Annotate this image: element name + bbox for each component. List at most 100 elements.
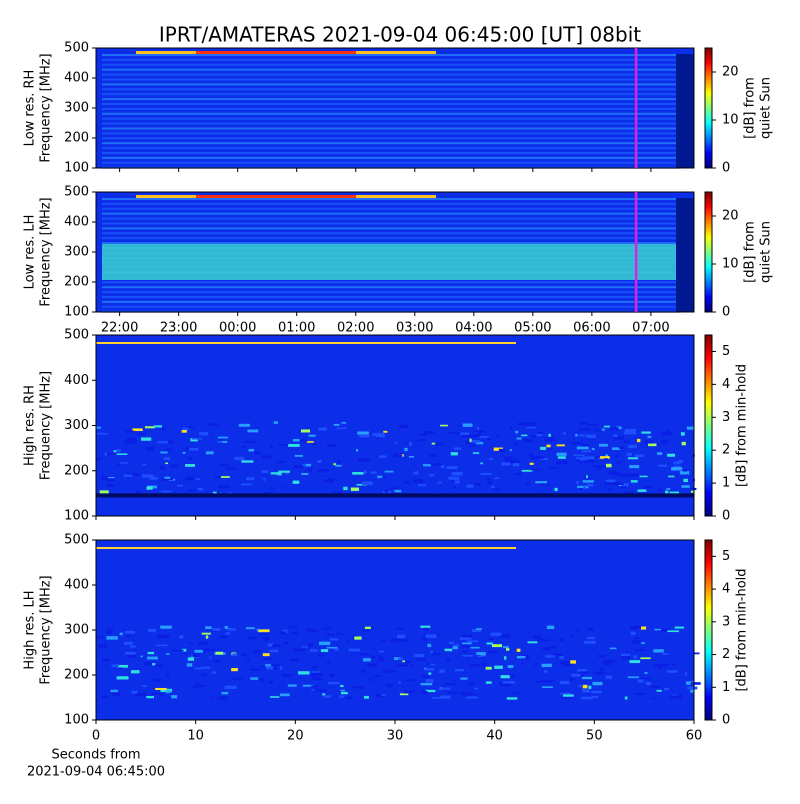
spectrogram-noise bbox=[339, 695, 344, 698]
spectrogram-noise bbox=[340, 685, 344, 688]
spectrogram-noise bbox=[488, 457, 494, 460]
spectrogram-noise bbox=[123, 641, 133, 645]
spectrogram-noise bbox=[504, 656, 507, 660]
spectrogram-noise bbox=[594, 429, 601, 432]
spectrogram-noise bbox=[301, 473, 309, 476]
spectrogram-noise bbox=[661, 440, 669, 443]
spectrogram-noise bbox=[419, 434, 427, 437]
spectrogram-noise bbox=[592, 681, 603, 686]
spectrogram-noise bbox=[327, 444, 337, 448]
spectrogram-noise bbox=[341, 691, 348, 695]
spectrogram-noise bbox=[516, 656, 526, 659]
spectrogram-noise bbox=[396, 634, 405, 639]
spectrogram-noise bbox=[318, 469, 329, 472]
spectrogram-noise bbox=[546, 625, 555, 630]
spectrogram-noise bbox=[471, 629, 481, 633]
spectrogram-noise bbox=[584, 461, 588, 463]
spectrogram-noise bbox=[559, 655, 565, 660]
spectrogram-noise bbox=[311, 677, 323, 680]
spectrogram-noise bbox=[293, 648, 305, 652]
spectrogram-noise bbox=[467, 657, 470, 661]
spectrogram-noise bbox=[157, 441, 168, 444]
spectrogram-noise bbox=[412, 479, 423, 483]
spectrogram-noise bbox=[644, 672, 648, 674]
spectrogram-noise bbox=[292, 438, 303, 442]
spectrogram-noise bbox=[147, 651, 155, 655]
spectrogram-noise bbox=[637, 489, 647, 492]
spectrogram-noise bbox=[572, 437, 576, 440]
x-tick-label: 00:00 bbox=[219, 321, 256, 336]
spectrogram-noise bbox=[267, 643, 274, 647]
spectrogram-noise bbox=[467, 640, 478, 643]
spectrogram-noise bbox=[586, 434, 596, 438]
spectrogram-noise bbox=[422, 637, 428, 641]
spectrogram-noise bbox=[207, 423, 219, 426]
spectrogram-noise bbox=[481, 662, 487, 666]
y-tick-label: 400 bbox=[64, 215, 89, 230]
spectrogram-noise bbox=[312, 675, 317, 678]
spectrogram-noise bbox=[378, 655, 382, 658]
spectrogram-noise bbox=[282, 674, 293, 677]
spectrogram-stripe bbox=[102, 161, 680, 164]
spectrogram-noise bbox=[690, 487, 697, 491]
spectrogram-noise bbox=[579, 428, 591, 431]
spectrogram-noise bbox=[394, 489, 402, 493]
spectrogram-noise bbox=[379, 657, 385, 662]
spectrogram-noise bbox=[357, 431, 369, 435]
colorbar-tick-label: 1 bbox=[722, 476, 730, 491]
x-tick-label: 04:00 bbox=[455, 321, 492, 336]
spectrogram-edge bbox=[676, 198, 694, 312]
spectrogram-noise bbox=[426, 634, 437, 638]
spectrogram-noise bbox=[142, 474, 154, 478]
spectrogram-noise bbox=[124, 440, 137, 444]
spectrogram-noise bbox=[130, 670, 140, 674]
y-tick-label: 300 bbox=[64, 101, 89, 116]
spectrogram-noise bbox=[421, 691, 428, 695]
spectrogram-noise bbox=[181, 430, 187, 433]
spectrogram-noise bbox=[401, 660, 411, 664]
spectrogram-noise bbox=[488, 637, 494, 641]
spectrogram-noise bbox=[494, 477, 500, 480]
spectrogram-noise bbox=[434, 442, 445, 445]
spectrogram-noise bbox=[548, 467, 559, 469]
spectrogram-noise bbox=[444, 682, 455, 686]
x-tick-label: 03:00 bbox=[396, 321, 433, 336]
spectrogram-noise bbox=[216, 491, 221, 494]
spectrogram-noise bbox=[152, 678, 161, 682]
spectrogram-noise bbox=[98, 644, 107, 648]
spectrogram-noise bbox=[402, 660, 406, 663]
spectrogram-noise bbox=[630, 631, 636, 635]
spectrogram-noise bbox=[533, 635, 542, 639]
spectrogram-noise bbox=[212, 629, 216, 632]
spectrogram-noise bbox=[509, 460, 522, 464]
spectrogram-noise bbox=[182, 451, 186, 454]
spectrogram-noise bbox=[106, 478, 115, 482]
spectrogram-noise bbox=[644, 440, 654, 444]
spectrogram-noise bbox=[586, 424, 598, 426]
spectrogram-noise bbox=[329, 673, 335, 678]
spectrogram-noise bbox=[191, 437, 202, 440]
spectrogram-noise bbox=[126, 655, 137, 658]
spectrogram-noise bbox=[603, 662, 611, 666]
spectrogram-noise bbox=[404, 690, 412, 694]
spectrogram-stripe bbox=[102, 202, 680, 205]
spectrogram-bg bbox=[96, 540, 694, 720]
spectrogram-noise bbox=[372, 647, 375, 650]
spectrogram-noise bbox=[132, 428, 143, 431]
spectrogram-noise bbox=[563, 664, 573, 667]
spectrogram-noise bbox=[105, 631, 112, 634]
spectrogram-noise bbox=[562, 432, 566, 435]
spectrogram-noise bbox=[258, 678, 264, 682]
spectrogram-noise bbox=[690, 490, 694, 493]
spectrogram-noise bbox=[627, 440, 630, 444]
spectrogram-noise bbox=[205, 635, 209, 639]
spectrogram-noise bbox=[326, 646, 338, 649]
spectrogram-stripe bbox=[102, 217, 680, 220]
spectrogram-noise bbox=[575, 628, 580, 632]
spectrogram-edge bbox=[676, 54, 694, 168]
y-axis-label: Frequency [MHz] bbox=[39, 53, 54, 162]
spectrogram-noise bbox=[693, 652, 700, 655]
spectrogram-noise bbox=[385, 669, 395, 673]
colorbar-tick-label: 20 bbox=[722, 209, 739, 224]
